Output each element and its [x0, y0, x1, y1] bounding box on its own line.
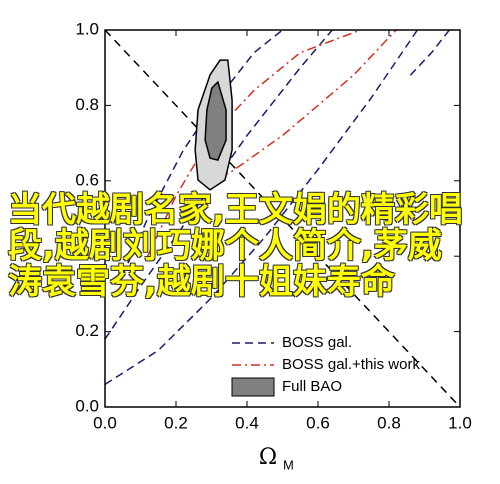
x-tick-label: 0.2 — [164, 413, 188, 432]
x-tick-label: 0.0 — [93, 413, 117, 432]
x-tick-label: 1.0 — [448, 413, 472, 432]
legend-swatch — [231, 377, 275, 397]
x-axis-label: Ω — [259, 445, 277, 470]
x-tick-label: 0.4 — [235, 413, 259, 432]
legend-label: BOSS gal. — [282, 334, 352, 351]
y-tick-label: 0.8 — [75, 95, 99, 114]
legend-label: Full BAO — [282, 378, 342, 395]
x-tick-label: 0.6 — [306, 413, 330, 432]
y-tick-label: 0.6 — [75, 170, 99, 189]
legend-label: BOSS gal.+this work — [282, 356, 420, 373]
y-tick-label: 0.0 — [75, 396, 99, 415]
contour — [105, 30, 419, 386]
x-tick-label: 0.8 — [377, 413, 401, 432]
plot-frame — [104, 29, 461, 408]
contour — [146, 30, 361, 257]
contour — [409, 30, 450, 76]
flat-line — [105, 30, 460, 407]
caption-line: 当代越剧名家,王文娟的精彩唱 — [8, 190, 463, 230]
x-axis-label-sub: M — [283, 457, 294, 472]
contour — [204, 80, 227, 161]
y-tick-label: 1.0 — [75, 19, 99, 38]
y-tick-label: 0.2 — [75, 321, 99, 340]
y-tick-label: 0.4 — [75, 246, 99, 265]
caption-line: 涛袁雪芬,越剧十姐妹寿命 — [8, 262, 395, 302]
overlay-caption: 当代越剧名家,王文娟的精彩唱 段,越剧刘巧娜个人简介,茅威 涛袁雪芬,越剧十姐妹寿命 — [8, 192, 498, 300]
caption-line: 段,越剧刘巧娜个人简介,茅威 — [8, 226, 442, 266]
